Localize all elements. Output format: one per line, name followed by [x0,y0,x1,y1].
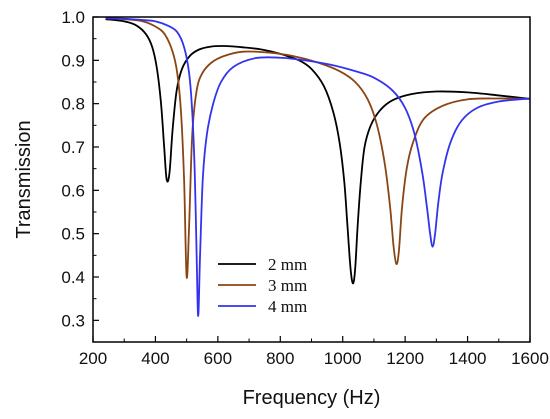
y-tick-label-6: 0.9 [61,51,85,70]
x-tick-label-5: 1200 [386,349,424,368]
x-tick-label-3: 800 [266,349,294,368]
series-layer [105,17,531,317]
y-tick-label-0: 0.3 [61,311,85,330]
x-axis-title: Frequency (Hz) [243,387,381,409]
y-tick-label-4: 0.7 [61,138,85,157]
series-line-0 [105,18,531,285]
x-tick-label-4: 1000 [324,349,362,368]
y-axis-title: Transmission [13,120,35,238]
plot-frame [92,16,531,343]
y-tick-label-2: 0.5 [61,225,85,244]
x-tick-label-2: 600 [204,349,232,368]
series-line-1 [105,17,531,279]
legend-label-0: 2 mm [268,255,307,274]
y-tick-label-3: 0.6 [61,181,85,200]
y-tick-label-5: 0.8 [61,95,85,114]
y-tick-label-7: 1.0 [61,8,85,27]
x-tick-label-1: 400 [141,349,169,368]
y-tick-label-1: 0.4 [61,268,85,287]
x-tick-label-7: 1600 [511,349,549,368]
legend-label-1: 3 mm [268,276,307,295]
tick-labels-layer: 200 400 600 800 1000 1200 1400 1600 0.3 0.4 0.5 0.6… [61,8,549,368]
legend-label-2: 4 mm [268,297,307,316]
ticks-layer [92,16,531,342]
x-tick-label-0: 200 [79,349,107,368]
series-line-2 [105,17,531,317]
legend: 2 mm 3 mm 4 mm [218,255,307,316]
x-tick-label-6: 1400 [449,349,487,368]
